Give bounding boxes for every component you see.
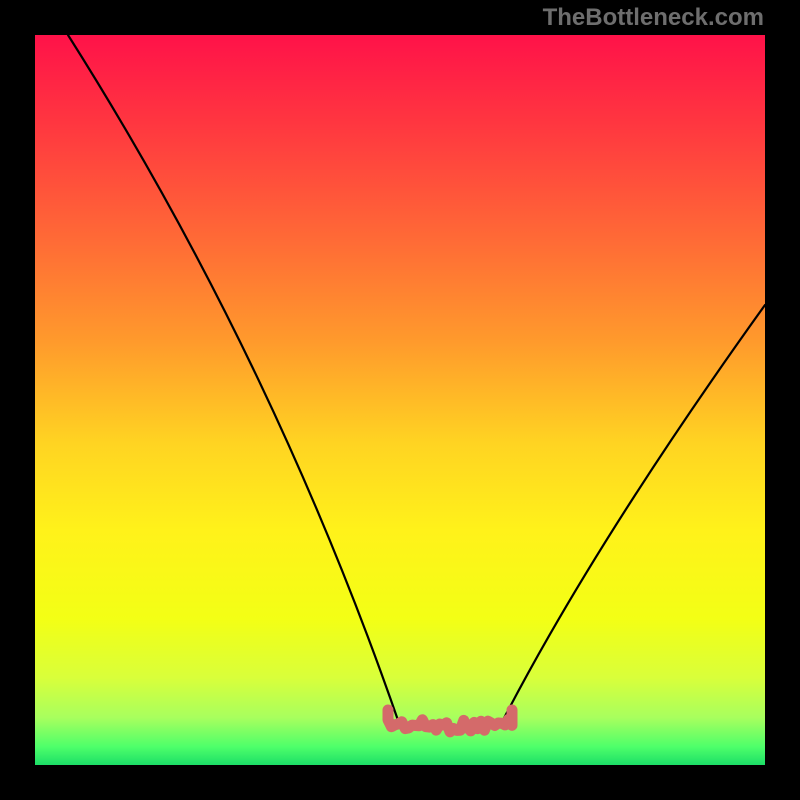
watermark-text: TheBottleneck.com: [543, 4, 764, 32]
valley-marker: [0, 0, 800, 800]
chart-canvas: TheBottleneck.com: [0, 0, 800, 800]
